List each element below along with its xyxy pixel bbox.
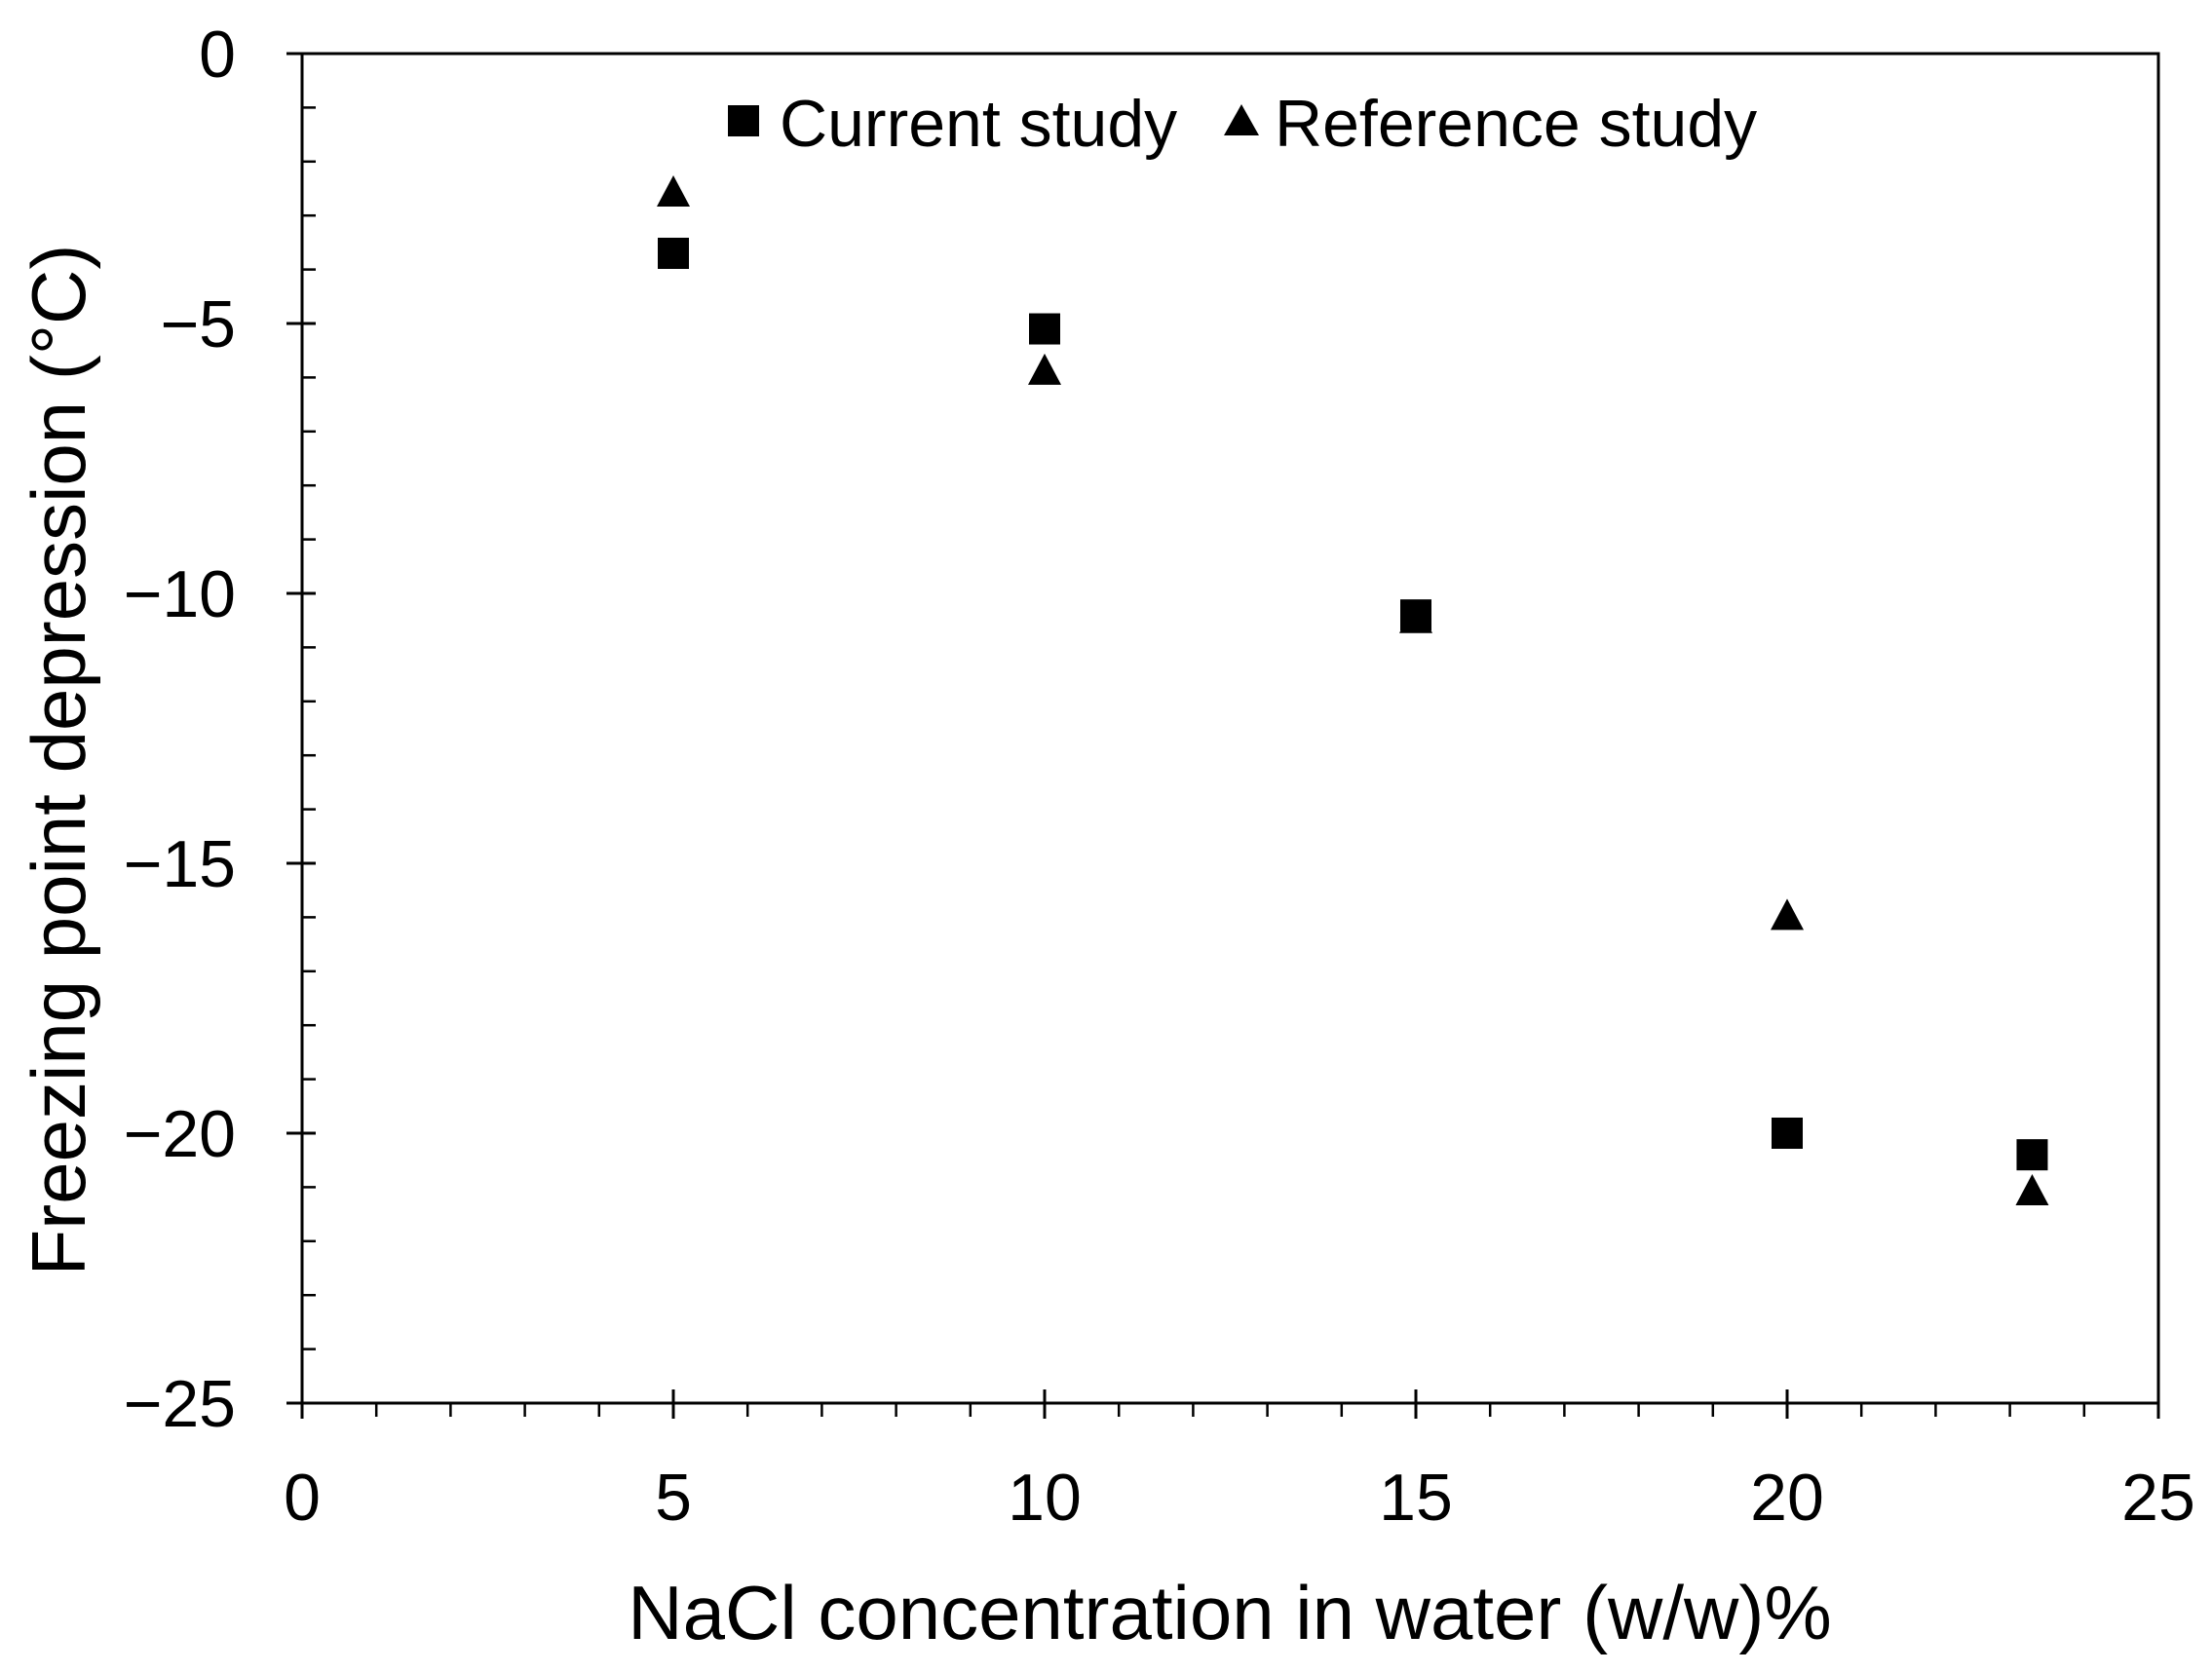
y-tick-label: −20 [124,1097,236,1171]
data-points [657,175,2049,1205]
y-tick-label: −10 [124,557,236,631]
point-current-study [1029,313,1060,345]
plot-area-frame [300,52,2160,1405]
x-minor-ticks [374,1403,2086,1417]
point-current-study [1772,1118,1803,1149]
x-tick-label: 15 [1379,1461,1453,1535]
y-tick-label: −15 [124,827,236,901]
x-axis-ticks: 0 5 10 15 20 25 [284,1389,2195,1535]
x-tick-label: 10 [1008,1461,1082,1535]
point-current-study [658,237,689,269]
point-reference-study [2015,1173,2049,1205]
y-tick-label: 0 [199,18,236,92]
x-axis-title: NaCl concentration in water (w/w)% [628,1570,1831,1655]
y-axis-ticks: 0 −5 −10 −15 −20 −25 [124,18,316,1441]
y-axis-title: Freezing point depression (°C) [16,245,101,1276]
x-tick-label: 25 [2121,1461,2195,1535]
y-tick-label: −5 [160,287,236,361]
x-tick-label: 20 [1750,1461,1824,1535]
y-minor-ticks [302,106,316,1350]
legend-marker-reference-study [1224,104,1259,135]
x-tick-label: 0 [284,1461,321,1535]
point-reference-study [1028,353,1061,385]
legend-label-reference-study: Reference study [1275,87,1757,161]
point-reference-study [1771,898,1804,931]
legend-label-current-study: Current study [780,87,1177,161]
legend: Current study Reference study [728,87,1757,161]
point-current-study [2016,1139,2048,1171]
x-tick-label: 5 [655,1461,692,1535]
point-reference-study [657,175,690,208]
y-tick-label: −25 [124,1367,236,1441]
legend-marker-current-study [728,105,759,136]
point-reference-study [1399,601,1432,633]
